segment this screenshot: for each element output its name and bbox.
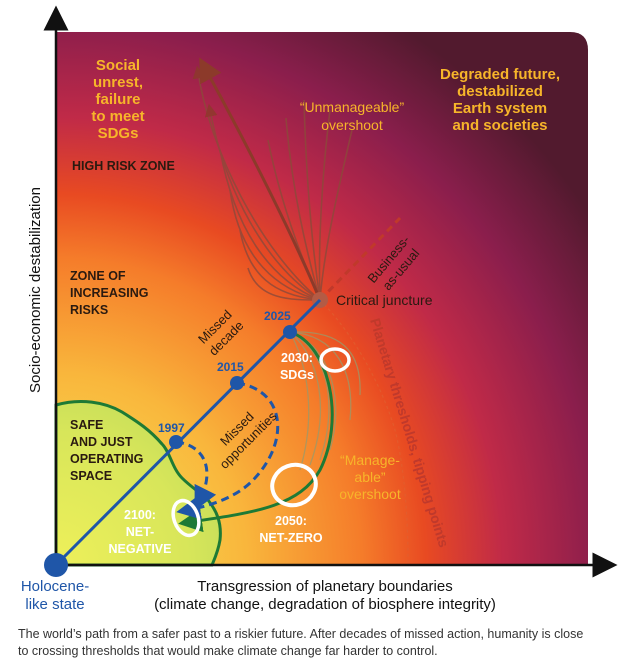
svg-text:NET-ZERO: NET-ZERO <box>259 531 322 545</box>
y-axis-label: Socio-economic destabilization <box>27 187 44 393</box>
manageable-overshoot-label: “Manage- able” overshoot <box>339 452 401 502</box>
svg-text:overshoot: overshoot <box>321 117 383 133</box>
bau-overshoot-main-arrow <box>199 57 322 301</box>
svg-text:unrest,: unrest, <box>93 74 143 91</box>
svg-text:OPERATING: OPERATING <box>70 452 143 466</box>
netnegative-target-label: 2100: NET- NEGATIVE <box>109 508 172 556</box>
historical-path-line <box>54 298 322 567</box>
unmanageable-overshoot-label: “Unmanageable” overshoot <box>300 99 405 133</box>
svg-text:able”: able” <box>354 469 385 485</box>
missed-opportunities-1997-path <box>175 440 217 511</box>
year-1997-label: 1997 <box>158 421 185 435</box>
svg-text:failure: failure <box>95 91 140 108</box>
svg-text:SDGs: SDGs <box>98 125 139 142</box>
critical-juncture-label: Critical juncture <box>336 292 433 308</box>
svg-text:AND JUST: AND JUST <box>70 435 133 449</box>
social-unrest-label: Social unrest, failure to meet SDGs <box>91 57 144 142</box>
point-2015 <box>230 376 244 390</box>
svg-text:“Manage-: “Manage- <box>340 452 400 468</box>
holocene-origin-dot <box>44 553 68 577</box>
x-axis-label-line1: Transgression of planetary boundaries <box>197 578 452 595</box>
point-1997 <box>169 435 183 449</box>
sdgs-target-label: 2030: SDGs <box>280 351 314 382</box>
svg-text:RISKS: RISKS <box>70 303 108 317</box>
svg-text:and societies: and societies <box>452 117 547 134</box>
svg-text:2100:: 2100: <box>124 508 156 522</box>
origin-label-line1: Holocene- <box>21 578 89 595</box>
increasing-risk-zone-label: ZONE OF INCREASING RISKS <box>70 269 148 317</box>
svg-text:NET-: NET- <box>126 525 154 539</box>
svg-text:ZONE OF: ZONE OF <box>70 269 126 283</box>
svg-text:NEGATIVE: NEGATIVE <box>109 542 172 556</box>
sdgs-target-ellipse <box>319 347 351 373</box>
svg-text:to meet: to meet <box>91 108 144 125</box>
origin-label-line2: like state <box>25 596 84 613</box>
svg-text:“Unmanageable”: “Unmanageable” <box>300 99 405 115</box>
netzero-target-label: 2050: NET-ZERO <box>259 514 322 545</box>
degraded-future-label: Degraded future, destabilized Earth syst… <box>440 66 560 134</box>
svg-text:2030:: 2030: <box>281 351 313 365</box>
safe-zone-label: SAFE AND JUST OPERATING SPACE <box>70 418 143 483</box>
high-risk-zone-label: HIGH RISK ZONE <box>72 159 175 173</box>
svg-text:Earth system: Earth system <box>453 100 547 117</box>
svg-text:Degraded future,: Degraded future, <box>440 66 560 83</box>
svg-text:SAFE: SAFE <box>70 418 103 432</box>
point-2025 <box>283 325 297 339</box>
planetary-boundaries-diagram: Socio-economic destabilization Transgres… <box>21 5 618 613</box>
x-axis-label-line2: (climate change, degradation of biospher… <box>154 596 496 613</box>
svg-text:destabilized: destabilized <box>457 83 543 100</box>
svg-text:SPACE: SPACE <box>70 469 112 483</box>
svg-text:Social: Social <box>96 57 140 74</box>
caption-line2: to crossing thresholds that would make c… <box>18 644 438 658</box>
svg-text:SDGs: SDGs <box>280 368 314 382</box>
year-2015-label: 2015 <box>217 360 244 374</box>
svg-text:INCREASING: INCREASING <box>70 286 148 300</box>
missed-opportunities-path <box>176 381 280 520</box>
manageable-overshoot-path <box>178 330 334 533</box>
planetary-threshold-boundary <box>319 299 409 566</box>
svg-text:overshoot: overshoot <box>339 486 401 502</box>
figure-caption: The world’s path from a safer past to a … <box>18 626 613 660</box>
netzero-target-ellipse <box>270 462 318 508</box>
caption-line1: The world’s path from a safer past to a … <box>18 627 584 641</box>
netnegative-target-ellipse <box>171 498 201 538</box>
svg-text:2050:: 2050: <box>275 514 307 528</box>
year-2025-label: 2025 <box>264 309 291 323</box>
